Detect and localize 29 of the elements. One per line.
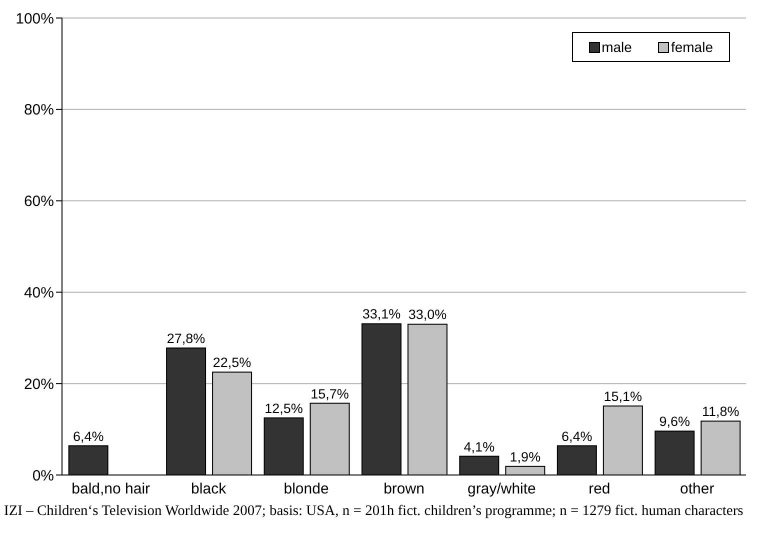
data-label: 33,0% [408, 307, 447, 322]
text: IZI – Children‘s Television Worldwide 2007; basis: USA, n = 201h fict. children’s programme; n = 1279 fict. human characters [4, 502, 744, 521]
y-tick-label: 100% [16, 10, 54, 28]
x-tick-label: bald,no hair [72, 480, 150, 498]
x-tick-label: black [191, 480, 227, 498]
y-tick-label: 60% [24, 193, 54, 210]
data-label: 27,8% [166, 330, 206, 346]
x-tick-label: red [588, 480, 610, 498]
data-label: 15,1% [604, 388, 642, 404]
y-tick-label: 0% [32, 467, 54, 484]
data-label: 33,1% [362, 306, 401, 322]
data-label: 15,7% [310, 386, 349, 402]
data-label: 9,6% [659, 414, 690, 430]
x-tick-label: blonde [284, 480, 329, 498]
x-tick-label: gray/white [468, 480, 536, 498]
y-tick-label: 40% [24, 284, 54, 302]
y-tick-label: 80% [24, 102, 54, 119]
data-label: 4,1% [464, 439, 495, 454]
x-tick-label: other [680, 480, 714, 498]
data-label: 22,5% [212, 355, 252, 370]
x-tick-label: brown [384, 480, 424, 498]
data-label: 6,4% [72, 428, 104, 444]
data-label: 1,9% [510, 449, 541, 464]
y-tick-label: 20% [24, 376, 54, 393]
data-label: 6,4% [562, 428, 592, 444]
legend-label: female [670, 39, 713, 55]
legend-label: male [600, 39, 632, 55]
data-label: 11,8% [702, 404, 740, 420]
data-label: 12,5% [264, 400, 303, 416]
